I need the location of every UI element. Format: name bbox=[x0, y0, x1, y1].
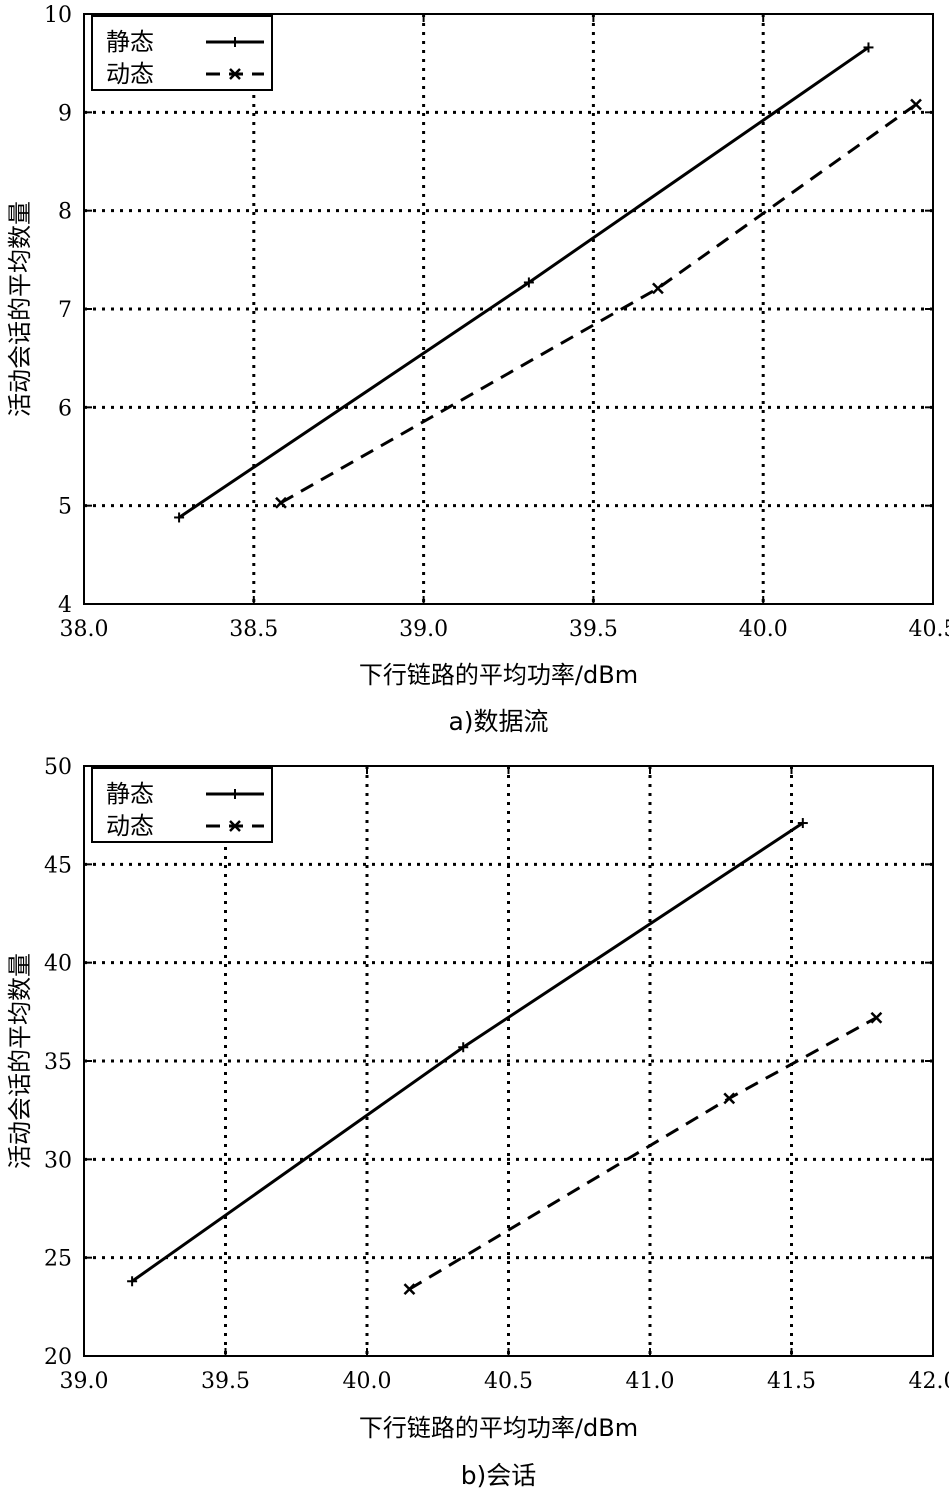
y-tick-label: 35 bbox=[44, 1050, 72, 1075]
x-tick-label: 38.5 bbox=[229, 617, 278, 642]
x-tick-label: 40.0 bbox=[739, 617, 788, 642]
data-point bbox=[910, 98, 922, 111]
legend-box bbox=[91, 767, 273, 843]
y-tick-label: 4 bbox=[58, 593, 72, 618]
x-tick-label: 40.5 bbox=[484, 1369, 533, 1394]
chart-caption: a)数据流 bbox=[448, 707, 548, 736]
data-point bbox=[863, 42, 874, 53]
y-tick-label: 20 bbox=[44, 1345, 72, 1370]
data-point bbox=[652, 282, 664, 295]
data-point bbox=[403, 1283, 416, 1296]
data-point bbox=[458, 1042, 469, 1053]
data-point bbox=[174, 512, 185, 523]
x-tick-label: 41.5 bbox=[767, 1369, 816, 1394]
x-tick-label: 40.0 bbox=[343, 1369, 392, 1394]
data-point bbox=[523, 277, 534, 288]
legend-box bbox=[91, 15, 273, 91]
x-axis-label: 下行链路的平均功率/dBm bbox=[359, 1414, 638, 1442]
series-line-static bbox=[131, 821, 804, 1283]
x-axis-label: 下行链路的平均功率/dBm bbox=[359, 661, 638, 689]
chart-sessions: 39.0 39.5 40.0 40.5 41.0 41.5 42.0 20 25 30 35 40 45… bbox=[6, 755, 949, 1490]
chart-data-stream: 38.0 38.5 39.0 39.5 40.0 40.5 4 5 6 7 8 9 10 静态动态下行链路… bbox=[6, 3, 949, 736]
y-tick-label: 45 bbox=[44, 853, 72, 878]
series-line-static bbox=[178, 46, 870, 519]
data-point bbox=[797, 818, 808, 829]
y-tick-label: 10 bbox=[44, 3, 72, 28]
y-tick-label: 6 bbox=[58, 396, 72, 421]
y-axis-label: 活动会话的平均数量 bbox=[6, 953, 34, 1169]
y-tick-label: 50 bbox=[44, 755, 72, 780]
y-tick-label: 40 bbox=[44, 952, 72, 977]
x-tick-label: 39.0 bbox=[60, 1369, 109, 1394]
data-point bbox=[723, 1092, 736, 1105]
x-tick-label: 39.0 bbox=[399, 617, 448, 642]
legend-label: 静态 bbox=[106, 780, 154, 808]
data-point bbox=[870, 1011, 883, 1024]
series-line-dynamic bbox=[280, 103, 917, 505]
x-tick-label: 38.0 bbox=[60, 617, 109, 642]
y-tick-label: 9 bbox=[58, 101, 72, 126]
x-tick-label: 39.5 bbox=[201, 1369, 250, 1394]
data-point bbox=[127, 1276, 138, 1287]
y-tick-label: 8 bbox=[58, 200, 72, 225]
y-tick-label: 5 bbox=[58, 495, 72, 520]
x-tick-label: 40.5 bbox=[909, 617, 949, 642]
chart-caption: b)会话 bbox=[461, 1461, 537, 1490]
x-tick-label: 39.5 bbox=[569, 617, 618, 642]
y-tick-label: 25 bbox=[44, 1247, 72, 1272]
legend-label: 动态 bbox=[106, 60, 154, 88]
y-tick-label: 7 bbox=[58, 298, 72, 323]
x-tick-label: 41.0 bbox=[626, 1369, 675, 1394]
x-tick-label: 42.0 bbox=[909, 1369, 949, 1394]
series-line-dynamic bbox=[408, 1016, 878, 1291]
y-tick-label: 30 bbox=[44, 1148, 72, 1173]
legend-label: 动态 bbox=[106, 812, 154, 840]
y-axis-label: 活动会话的平均数量 bbox=[6, 201, 34, 417]
data-point bbox=[275, 496, 287, 509]
legend-label: 静态 bbox=[106, 28, 154, 56]
